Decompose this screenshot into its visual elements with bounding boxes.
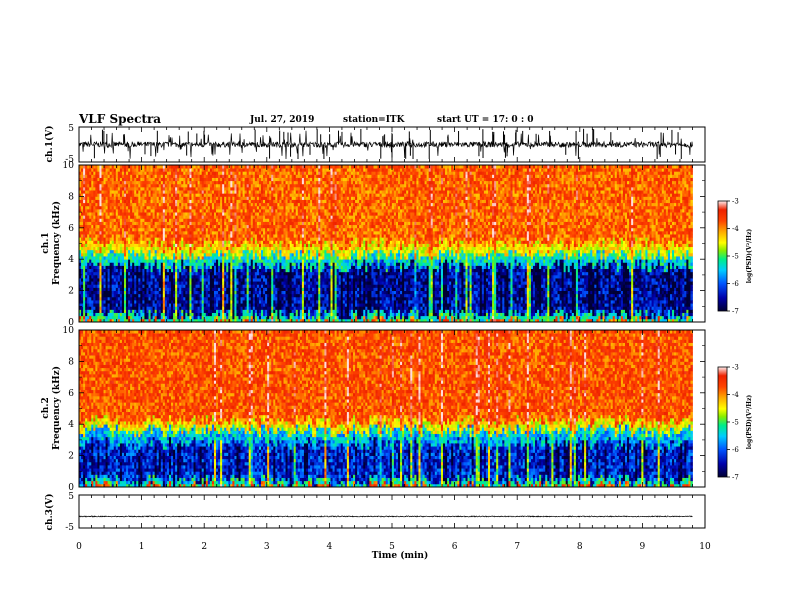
date-label: Jul. 27, 2019 [249, 115, 314, 125]
figure-title: VLF Spectra [78, 112, 161, 126]
ch1-spectrogram-image [79, 165, 693, 322]
station-label: station=ITK [343, 115, 406, 125]
ch1-ylabel: ch.1(V) [44, 126, 55, 163]
start-time-label: start UT = 17: 0 : 0 [437, 115, 534, 125]
ch1-waveform-panel: 5 -5 ch.1(V) [44, 124, 705, 165]
ch1-ytick-top: 5 [68, 124, 74, 134]
